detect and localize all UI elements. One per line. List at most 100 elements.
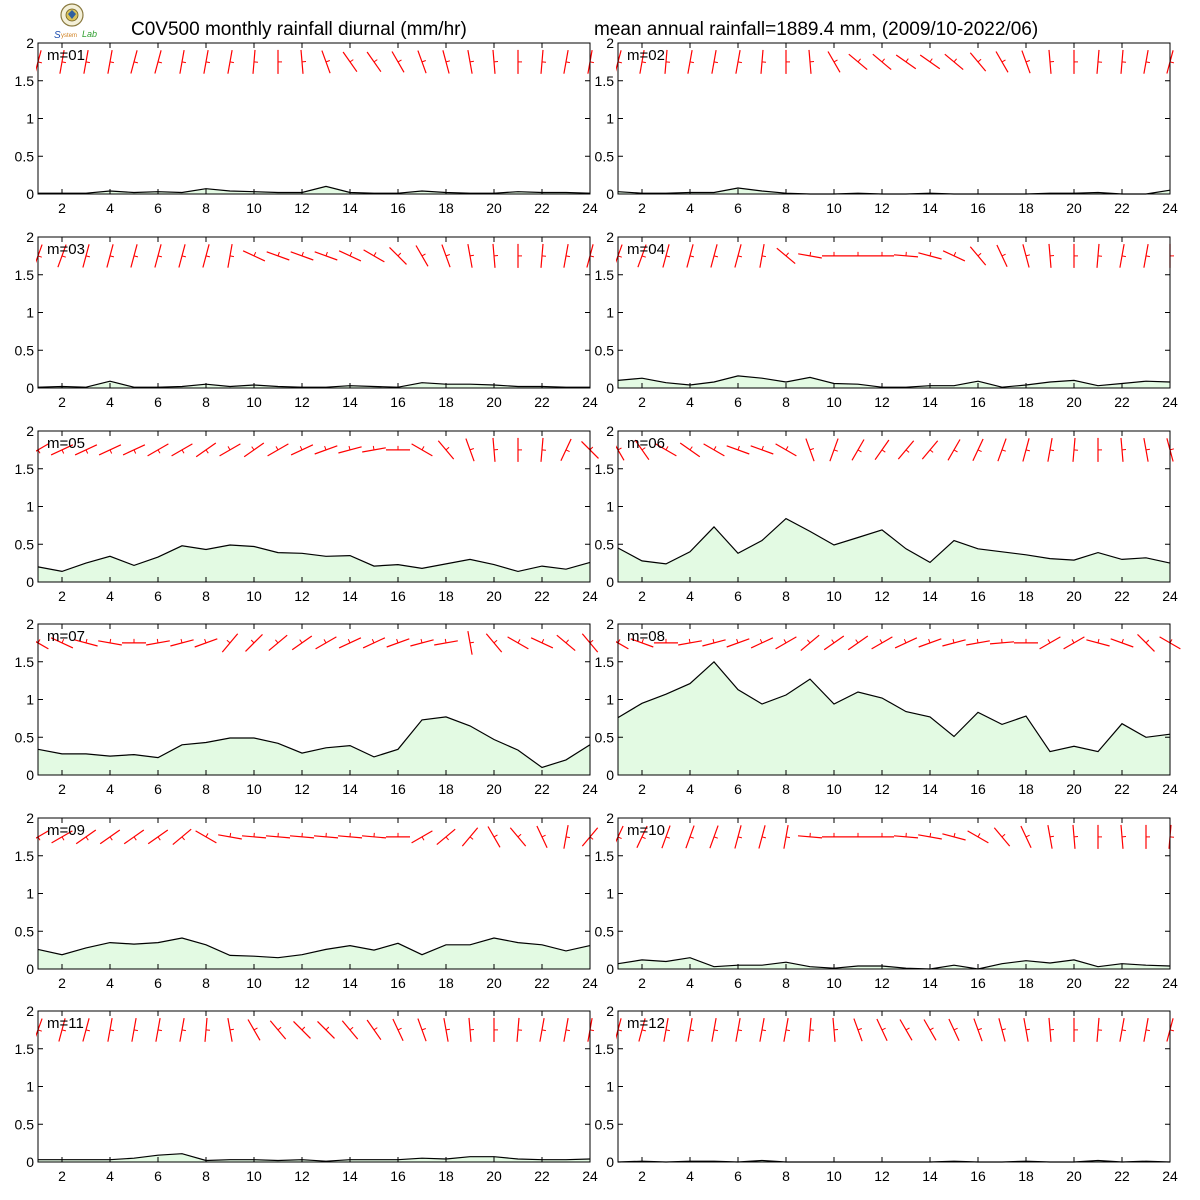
- x-tick-label: 24: [1162, 200, 1178, 216]
- x-tick-label: 2: [638, 975, 646, 991]
- x-tick-label: 20: [1066, 200, 1082, 216]
- y-tick-label: 0.5: [595, 148, 615, 164]
- wind-barb-tick: [1121, 255, 1126, 258]
- panel-label: m=03: [47, 241, 85, 258]
- y-tick-label: 0.5: [15, 536, 35, 552]
- wind-barb: [1096, 243, 1100, 268]
- x-tick-label: 22: [534, 588, 550, 604]
- x-tick-label: 12: [294, 394, 310, 410]
- wind-barb-tick: [977, 449, 982, 453]
- x-tick-label: 12: [874, 1168, 890, 1184]
- x-tick-label: 2: [638, 200, 646, 216]
- x-tick-label: 10: [826, 588, 842, 604]
- panel-label: m=08: [627, 628, 665, 645]
- wind-barb-tick: [1145, 255, 1150, 258]
- wind-barb: [1072, 437, 1076, 462]
- y-tick-label: 1.5: [15, 1041, 35, 1057]
- x-tick-label: 14: [342, 394, 358, 410]
- x-tick-label: 10: [246, 200, 262, 216]
- rain-line: [37, 937, 591, 959]
- wind-barb-tick: [277, 1026, 282, 1031]
- wind-barb-tick: [1001, 833, 1006, 838]
- wind-barbs: [616, 1017, 1175, 1042]
- y-tick-label: 0: [606, 574, 614, 590]
- x-tick-label: 6: [734, 200, 742, 216]
- rain-area: [618, 375, 1170, 388]
- wind-barb: [155, 1017, 161, 1042]
- x-tick-label: 20: [1066, 975, 1082, 991]
- rain-line: [617, 517, 1171, 565]
- wind-barb-tick: [372, 445, 375, 450]
- wind-barb-tick: [517, 639, 521, 644]
- wind-barb: [179, 1017, 185, 1042]
- x-tick-label: 24: [1162, 975, 1178, 991]
- x-tick-label: 4: [106, 1168, 114, 1184]
- x-tick-label: 10: [826, 394, 842, 410]
- wind-barb-tick: [109, 1029, 114, 1032]
- y-tick-label: 0: [606, 1154, 614, 1170]
- wind-barb-tick: [881, 1027, 886, 1031]
- y-tick-label: 1: [606, 499, 614, 515]
- wind-barb-tick: [589, 61, 594, 64]
- wind-barb: [918, 252, 942, 260]
- rain-area: [38, 545, 590, 582]
- wind-barb-tick: [181, 255, 187, 258]
- wind-barb-tick: [881, 449, 886, 453]
- wind-barb-tick: [109, 836, 113, 841]
- x-tick-label: 8: [202, 200, 210, 216]
- plot-frame: [617, 817, 1171, 970]
- wind-barb-tick: [1145, 448, 1150, 451]
- svg-text:Lab: Lab: [82, 29, 97, 39]
- x-tick-label: 18: [1018, 200, 1034, 216]
- wind-barb: [662, 244, 670, 268]
- wind-barb-tick: [1145, 61, 1150, 64]
- wind-barb-tick: [807, 639, 811, 644]
- wind-barb: [874, 439, 890, 461]
- wind-barb: [711, 1017, 717, 1042]
- wind-barb-tick: [617, 447, 622, 451]
- wind-barb-tick: [109, 61, 114, 64]
- wind-barb-tick: [541, 1029, 546, 1032]
- wind-barb-tick: [325, 60, 330, 63]
- x-tick-label: 10: [246, 394, 262, 410]
- wind-barb: [539, 1017, 545, 1042]
- x-tick-label: 10: [826, 1168, 842, 1184]
- x-tick-label: 16: [390, 588, 406, 604]
- wind-barb-tick: [181, 1029, 186, 1032]
- wind-barb: [465, 438, 475, 462]
- wind-barb-tick: [641, 638, 644, 644]
- x-tick-label: 8: [782, 200, 790, 216]
- y-tick-label: 2: [606, 616, 614, 632]
- y-tick-label: 1: [26, 1079, 34, 1095]
- x-tick-label: 4: [106, 394, 114, 410]
- wind-barb: [1143, 1017, 1149, 1042]
- wind-barb-tick: [1071, 639, 1075, 644]
- x-tick-label: 16: [970, 200, 986, 216]
- wind-barb-tick: [445, 60, 451, 63]
- wind-barb-tick: [953, 251, 957, 257]
- x-tick-label: 6: [154, 781, 162, 797]
- wind-barb: [540, 49, 544, 74]
- x-tick-label: 18: [1018, 588, 1034, 604]
- panel-m-04: 00.511.522 4 6 8 10 12 14 16 18 20 22 24m=04: [595, 229, 1178, 410]
- wind-barb-tick: [157, 449, 161, 454]
- wind-barb-tick: [469, 641, 474, 644]
- wind-barb-tick: [205, 833, 209, 838]
- wind-barb-tick: [641, 1029, 647, 1032]
- wind-barbs: [616, 824, 1175, 849]
- x-tick-label: 2: [58, 200, 66, 216]
- x-tick-label: 24: [1162, 394, 1178, 410]
- x-tick-label: 2: [58, 588, 66, 604]
- x-tick-label: 24: [1162, 1168, 1178, 1184]
- x-tick-label: 6: [734, 975, 742, 991]
- y-tick-label: 0: [606, 380, 614, 396]
- rain-area: [38, 716, 590, 775]
- wind-barb: [441, 244, 451, 268]
- wind-barb-tick: [589, 255, 595, 258]
- x-tick-label: 16: [970, 781, 986, 797]
- wind-barb-tick: [373, 252, 377, 257]
- wind-barb-tick: [713, 1029, 718, 1032]
- x-tick-label: 16: [390, 781, 406, 797]
- wind-barb-tick: [250, 639, 255, 644]
- x-tick-label: 6: [154, 588, 162, 604]
